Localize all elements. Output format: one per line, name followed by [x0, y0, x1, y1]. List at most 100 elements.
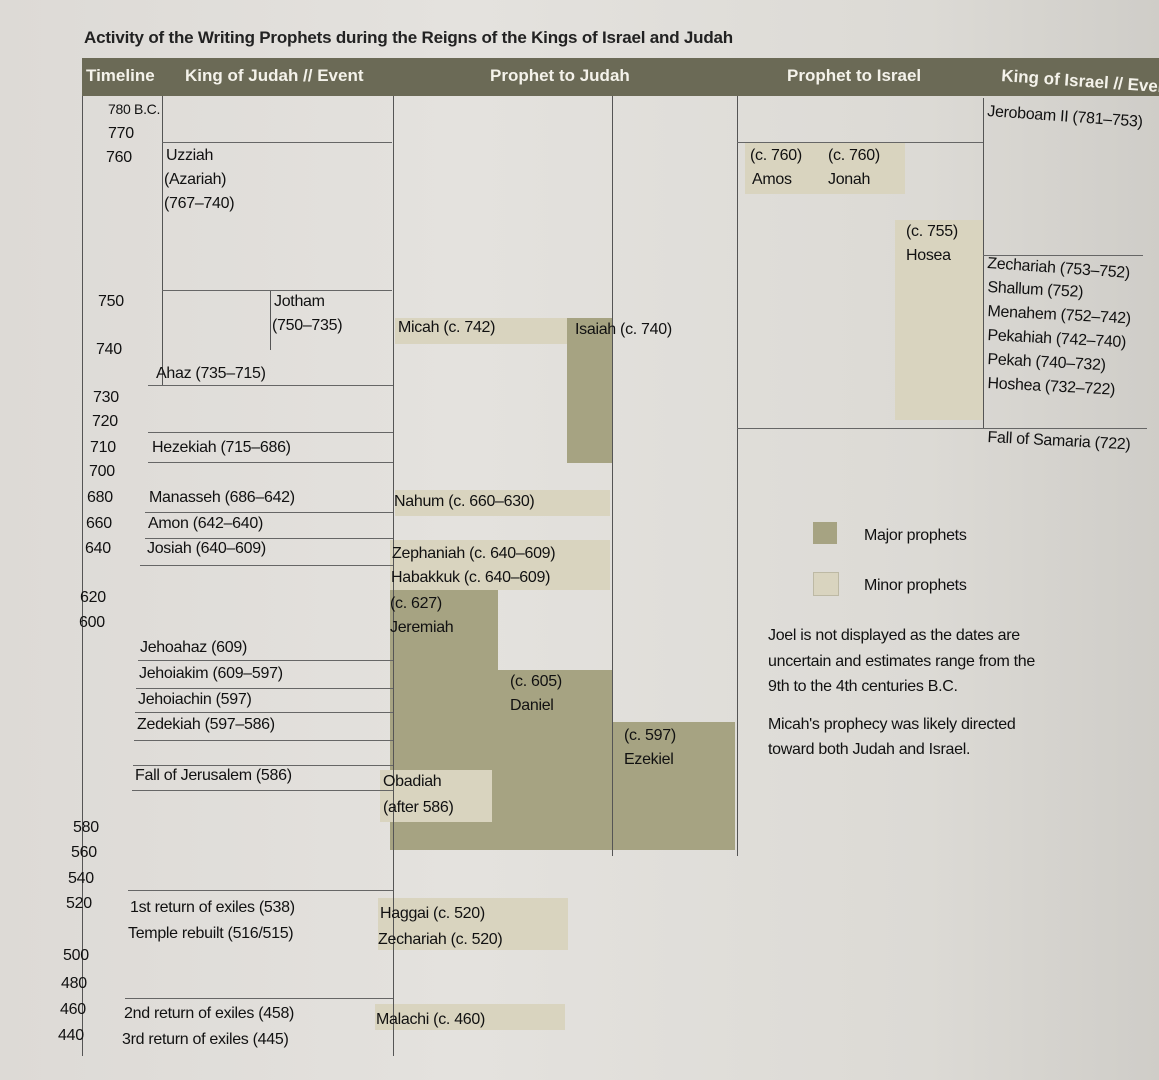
grid-line — [132, 790, 393, 791]
timeline-label: 520 — [66, 895, 92, 912]
timeline-label: 620 — [80, 589, 106, 606]
israel-king: Hoshea (732–722) — [987, 374, 1116, 399]
israel-king: Pekah (740–732) — [987, 350, 1107, 375]
israel-king: Menahem (752–742) — [987, 302, 1132, 328]
grid-line — [393, 96, 394, 1056]
note-line: Micah's prophecy was likely directed — [768, 716, 1016, 733]
judah-prophet: Haggai (c. 520) — [380, 905, 485, 922]
judah-event: 2nd return of exiles (458) — [124, 1005, 295, 1022]
grid-line — [737, 142, 983, 143]
timeline-label: 540 — [68, 870, 94, 887]
header-israel-prophet: Prophet to Israel — [787, 66, 922, 85]
judah-prophet: Nahum (c. 660–630) — [394, 493, 535, 510]
timeline-label: 700 — [89, 463, 115, 480]
note-line: toward both Judah and Israel. — [768, 741, 971, 758]
grid-line — [82, 96, 83, 1056]
grid-line — [148, 432, 393, 433]
legend-major-swatch — [813, 522, 837, 544]
timeline-label: 720 — [92, 413, 118, 430]
grid-line — [135, 712, 393, 713]
israel-king: Pekahiah (742–740) — [987, 326, 1127, 352]
timeline-label: 640 — [85, 540, 111, 557]
judah-event: 3rd return of exiles (445) — [122, 1031, 289, 1048]
timeline-label: 710 — [90, 439, 116, 456]
grid-line — [145, 512, 393, 513]
chart-title: Activity of the Writing Prophets during … — [84, 28, 733, 47]
judah-prophet: Habakkuk (c. 640–609) — [391, 569, 551, 586]
israel-prophet: Jonah — [828, 171, 871, 188]
israel-prophet: (c. 755) — [906, 223, 958, 240]
timeline-label: 760 — [106, 149, 132, 166]
grid-line — [136, 688, 393, 689]
israel-king: Jeroboam II (781–753) — [986, 102, 1144, 131]
israel-event: Fall of Samaria (722) — [987, 428, 1131, 454]
nahum-block — [395, 490, 610, 516]
israel-prophet: Hosea — [906, 247, 951, 264]
header-judah-king: King of Judah // Event — [185, 66, 364, 85]
header-timeline: Timeline — [86, 66, 155, 85]
judah-prophet: Jeremiah — [390, 619, 454, 636]
header-bar: Timeline King of Judah // Event Prophet … — [82, 58, 1159, 98]
israel-prophet: (c. 760) — [828, 147, 880, 164]
timeline-label: 480 — [61, 975, 87, 992]
judah-prophet: Daniel — [510, 697, 554, 714]
timeline-label: 460 — [60, 1001, 86, 1018]
legend-major-label: Major prophets — [864, 527, 967, 544]
grid-line — [983, 98, 984, 428]
haggai-zech-block — [378, 898, 568, 950]
grid-line — [134, 740, 393, 741]
judah-king: Uzziah — [166, 147, 214, 164]
hosea-block — [895, 220, 983, 420]
grid-line — [270, 290, 271, 350]
header-israel-king: King of Israel // Event — [1000, 66, 1159, 98]
micah-block — [395, 318, 567, 344]
israel-prophet: Amos — [752, 171, 792, 188]
israel-prophet: (c. 760) — [750, 147, 802, 164]
grid-line — [140, 565, 393, 566]
judah-prophet: Malachi (c. 460) — [376, 1011, 486, 1028]
timeline-label: 680 — [87, 489, 113, 506]
judah-prophet: Zephaniah (c. 640–609) — [392, 545, 556, 562]
timeline-label: 750 — [98, 293, 124, 310]
judah-king: Jehoiakim (609–597) — [139, 665, 283, 682]
judah-king: Ahaz (735–715) — [156, 365, 266, 382]
timeline-label: 780 B.C. — [108, 101, 161, 117]
grid-line — [125, 998, 393, 999]
judah-king: Zedekiah (597–586) — [137, 716, 275, 733]
judah-king: (767–740) — [164, 195, 235, 212]
judah-king: (750–735) — [272, 317, 343, 334]
grid-line — [148, 385, 393, 386]
timeline-label: 440 — [58, 1027, 84, 1044]
judah-prophet: Zechariah (c. 520) — [378, 931, 503, 948]
header-judah-prophet: Prophet to Judah — [490, 66, 630, 85]
timeline-label: 580 — [73, 819, 99, 836]
judah-prophet: (c. 597) — [624, 727, 676, 744]
grid-line — [148, 462, 393, 463]
judah-event: 1st return of exiles (538) — [130, 899, 295, 916]
grid-line — [128, 890, 393, 891]
timeline-label: 770 — [108, 125, 134, 142]
zeph-hab-block — [390, 540, 610, 590]
grid-line — [138, 660, 393, 661]
judah-prophet: Obadiah — [383, 773, 442, 790]
judah-prophet: Ezekiel — [624, 751, 674, 768]
ezekiel-block — [613, 722, 735, 850]
judah-king: Manasseh (686–642) — [149, 489, 295, 506]
israel-king: Shallum (752) — [987, 278, 1084, 301]
judah-event: Fall of Jerusalem (586) — [135, 767, 292, 784]
timeline-label: 740 — [96, 341, 122, 358]
daniel-block — [498, 670, 613, 850]
malachi-block — [375, 1004, 565, 1030]
judah-king: Jotham — [274, 293, 325, 310]
grid-line — [133, 765, 393, 766]
grid-line — [162, 290, 392, 291]
note-line: uncertain and estimates range from the — [768, 653, 1035, 670]
judah-prophet: (c. 605) — [510, 673, 562, 690]
grid-line — [737, 428, 1147, 429]
amos-jonah-block — [745, 142, 905, 194]
grid-line — [162, 96, 163, 386]
grid-line — [162, 142, 392, 143]
timeline-label: 660 — [86, 515, 112, 532]
grid-line — [983, 255, 1143, 256]
